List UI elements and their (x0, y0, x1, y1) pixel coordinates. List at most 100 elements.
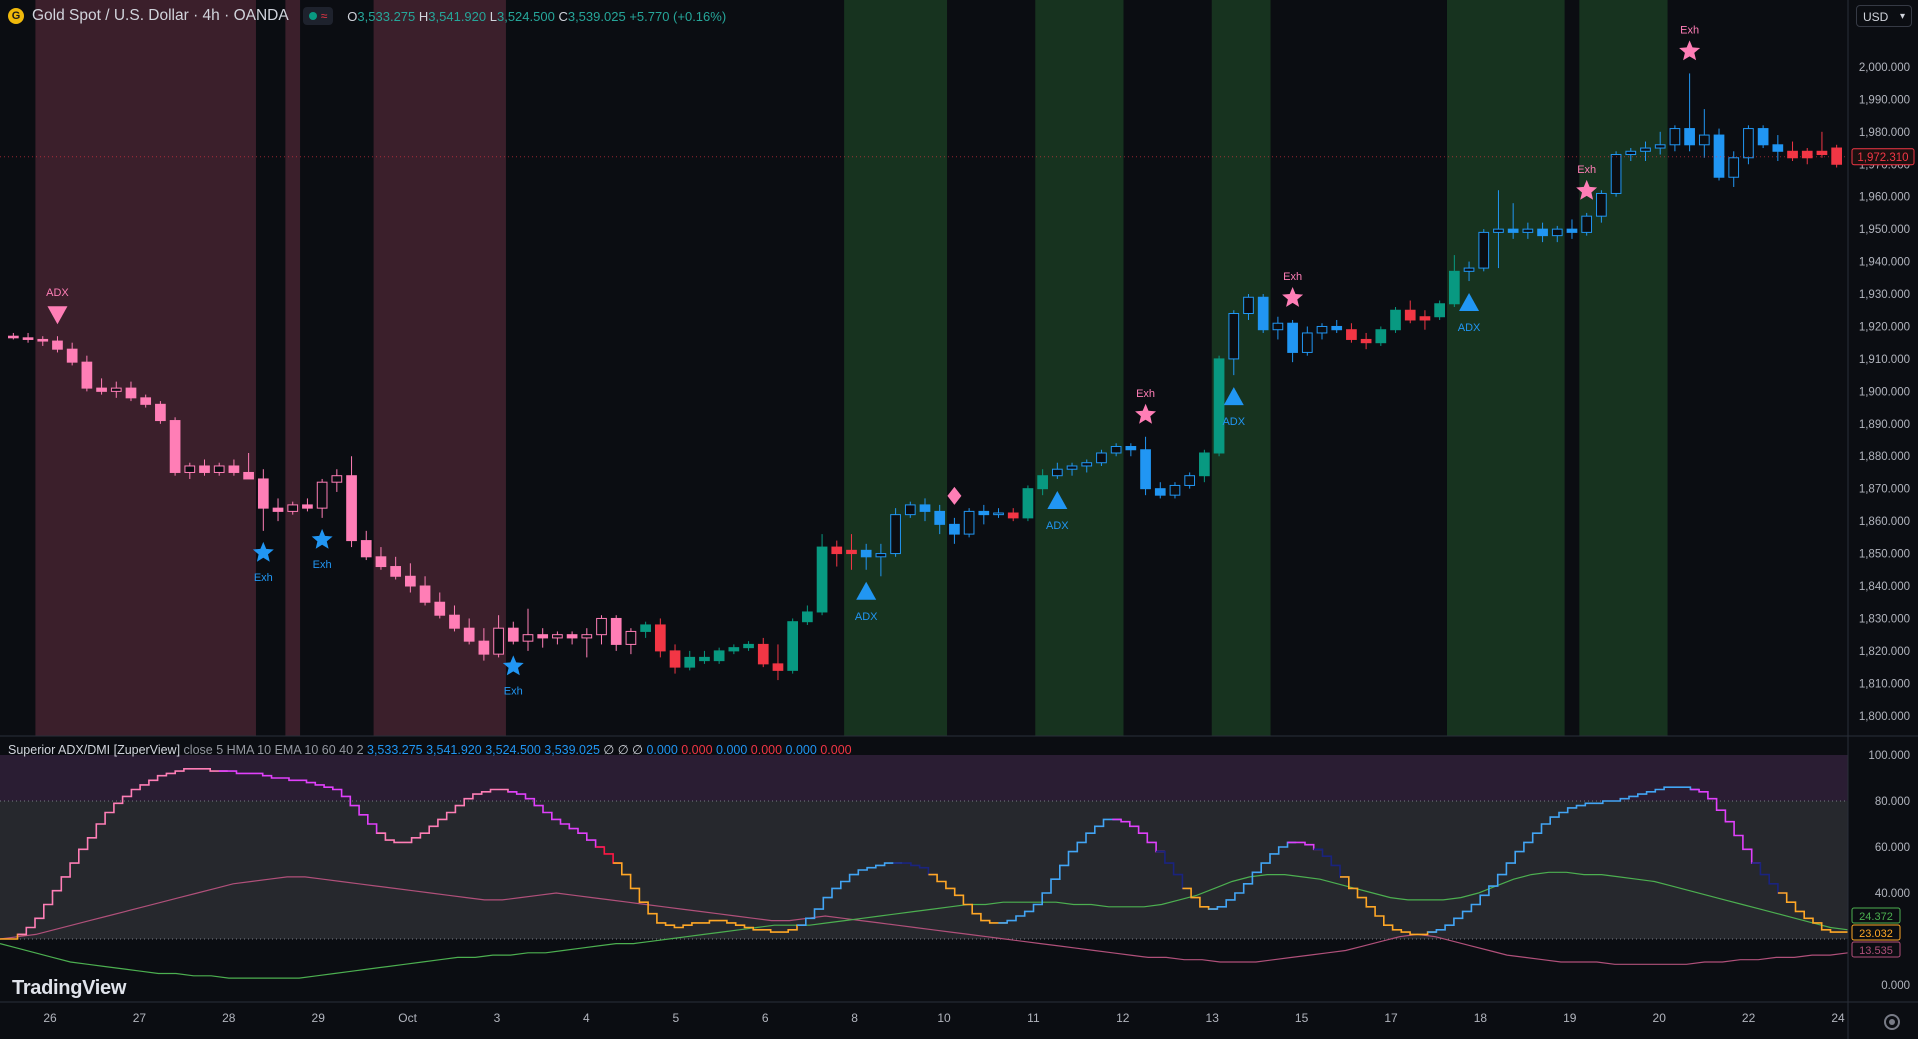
time-tick-label: 4 (583, 1011, 590, 1025)
candle-body (1272, 322, 1284, 331)
candle-body (213, 465, 225, 473)
indicator-value-badge (1851, 924, 1901, 941)
candle-body (1713, 134, 1725, 178)
low-label: L (489, 8, 497, 24)
time-tick-label: 22 (1742, 1011, 1756, 1025)
adx-step-line (1340, 876, 1437, 936)
time-tick-label: 17 (1384, 1011, 1398, 1025)
signal-label: ADX (46, 287, 69, 299)
candle-body (831, 546, 843, 555)
candle-body (419, 585, 431, 603)
candle-body (1037, 475, 1048, 490)
candle-body (802, 611, 813, 623)
indicator-name[interactable]: Superior ADX/DMI [ZuperView] (8, 743, 181, 757)
signal-label: ADX (1046, 520, 1069, 532)
candle-body (566, 634, 578, 639)
currency-selector[interactable]: USD (1856, 5, 1912, 28)
candle-body (1213, 358, 1225, 454)
adx-step-line (17, 768, 228, 936)
candle-body (52, 340, 63, 350)
candle-body (375, 556, 387, 568)
candle-body (684, 656, 696, 668)
candle-body (1125, 446, 1137, 451)
candle-body (1375, 329, 1387, 344)
candle-body (669, 650, 681, 668)
star-signal-icon (1679, 40, 1701, 61)
adx-step-line (893, 862, 938, 876)
candle-body (346, 475, 357, 542)
candle-body (1654, 144, 1666, 149)
status-pill[interactable]: ≈ (302, 7, 334, 25)
time-tick-label: 27 (133, 1011, 147, 1025)
candle-body (522, 634, 534, 642)
bull-zone (1446, 0, 1565, 736)
candle-body (1140, 449, 1151, 490)
delayed-data-icon: ≈ (320, 9, 328, 23)
tradingview-logo[interactable]: TradingView (12, 977, 126, 1000)
indicator-value: 3,533.275 (367, 743, 423, 757)
high-value: 3,541.920 (428, 8, 487, 24)
candle-body (302, 504, 313, 509)
candle-body (537, 634, 549, 639)
price-tick-label: 2,000.000 (1859, 62, 1910, 74)
signal-label: Exh (504, 685, 523, 697)
signal-label: ADX (1458, 322, 1481, 334)
candle-body (1640, 147, 1651, 152)
indicator-value-label: 24.372 (1859, 911, 1893, 923)
signal-label: Exh (1680, 24, 1699, 36)
candle-body (904, 504, 916, 516)
bear-zone (285, 0, 301, 736)
ohlc-readout: O3,533.275 H3,541.920 L3,524.500 C3,539.… (347, 9, 726, 24)
candle-body (1434, 303, 1445, 318)
triangle-down-signal-icon (47, 306, 68, 325)
indicator-tick-label: 60.000 (1875, 842, 1910, 854)
candle-body (1787, 150, 1798, 159)
candle-body (963, 510, 975, 535)
candle-body (478, 640, 490, 655)
time-tick-label: 3 (494, 1011, 501, 1025)
candle-body (875, 553, 887, 558)
close-label: C (558, 8, 568, 24)
tradingview-brand: TradingView (12, 977, 127, 999)
indicator-value: 0.000 (750, 743, 783, 757)
low-value: 3,524.500 (496, 8, 555, 24)
indicator-value-badge (1851, 907, 1901, 924)
indicator-value: 0.000 (646, 743, 678, 757)
candle-body (846, 549, 857, 555)
candle-body (596, 617, 607, 636)
candle-body (1331, 325, 1343, 331)
candle-body (1610, 154, 1622, 194)
candle-body (449, 614, 460, 629)
candle-body (272, 507, 284, 512)
time-tick-label: 15 (1295, 1011, 1309, 1025)
time-tick-label: 19 (1563, 1011, 1577, 1025)
candle-body (1419, 316, 1431, 321)
candle-body (155, 403, 166, 422)
candle-body (199, 465, 210, 473)
time-tick-label: 28 (222, 1011, 236, 1025)
candle-body (699, 656, 710, 662)
candle-body (1007, 512, 1019, 519)
bear-zone (35, 0, 256, 736)
price-tick-label: 1,990.000 (1859, 94, 1910, 106)
time-tick-label: 13 (1206, 1011, 1220, 1025)
candle-body (7, 335, 19, 339)
price-tick-label: 1,980.000 (1859, 127, 1910, 139)
candle-body (184, 465, 196, 473)
settings-gear-icon[interactable] (1884, 1014, 1900, 1030)
time-tick-label: 26 (43, 1011, 57, 1025)
candle-body (1316, 325, 1328, 334)
symbol-title[interactable]: Gold Spot / U.S. Dollar · 4h · OANDA (32, 7, 289, 24)
candle-body (257, 478, 269, 509)
time-tick-label: 24 (1831, 1011, 1845, 1025)
indicator-value: 3,541.920 (426, 743, 482, 757)
signal-label: Exh (1283, 271, 1302, 283)
price-tick-label: 1,830.000 (1859, 613, 1910, 625)
price-tick-label: 1,810.000 (1859, 678, 1910, 690)
candle-body (787, 621, 799, 671)
indicator-header[interactable]: Superior ADX/DMI [ZuperView] close 5 HMA… (8, 742, 852, 757)
indicator-value: 0.000 (716, 743, 748, 757)
adx-step-line (613, 862, 806, 933)
candle-body (1669, 128, 1681, 146)
